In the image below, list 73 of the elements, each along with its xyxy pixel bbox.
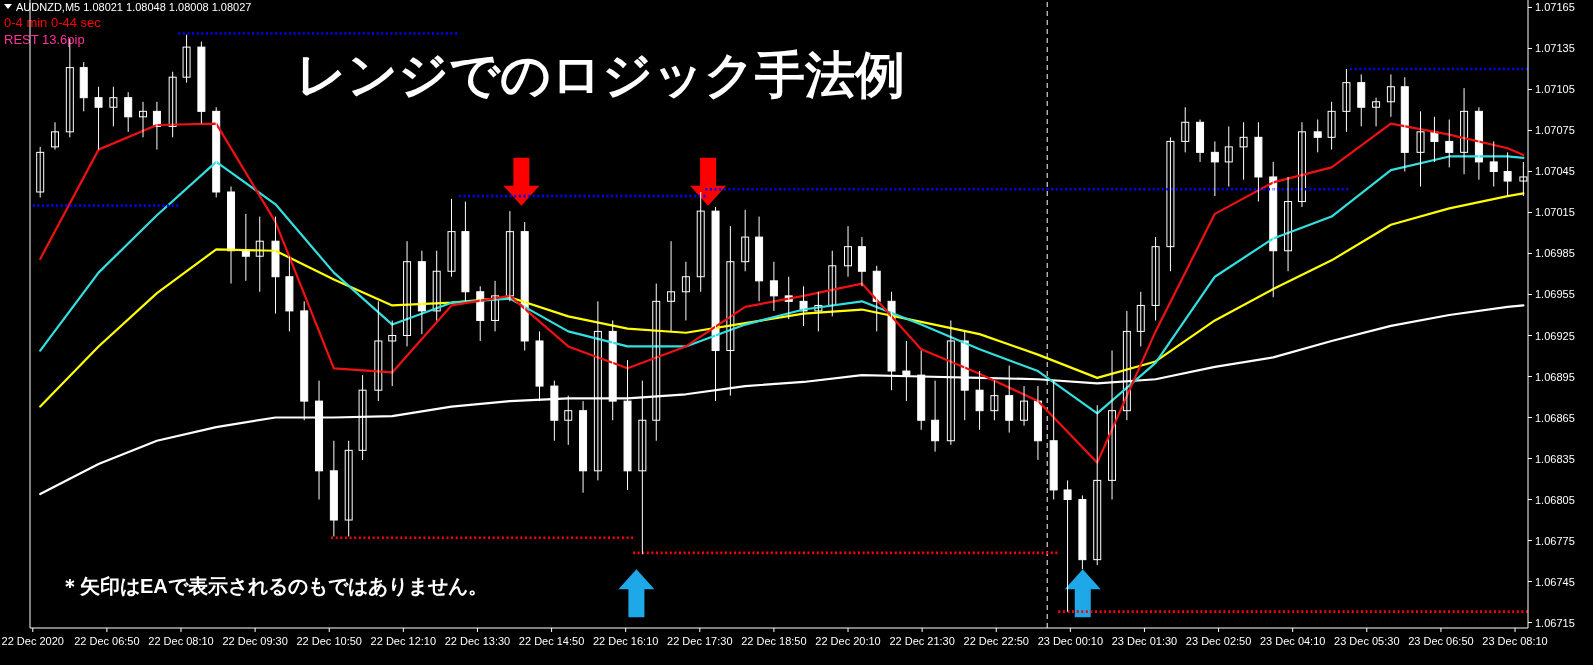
candlestick [1254,121,1263,203]
x-tick-label: 22 Dec 14:50 [518,635,585,647]
line-series [39,192,1525,408]
y-tick-label: 1.06895 [1535,370,1575,383]
candlestick [94,86,103,151]
candlestick [975,370,984,431]
x-tick-label: 23 Dec 00:10 [1037,635,1104,647]
x-tick-label: 22 Dec 06:50 [74,635,140,647]
y-tick-label: 1.06925 [1535,329,1575,342]
candlestick [1503,151,1512,197]
y-tick-label: 1.06745 [1535,575,1575,588]
x-tick-label: 23 Dec 02:50 [1185,635,1252,647]
y-tick-label: 1.07045 [1535,165,1575,178]
candlestick [1416,110,1425,188]
x-tick-label: 22 Dec 17:30 [667,635,733,647]
candlestick [109,86,118,127]
candlestick [197,41,206,125]
candlestick [1166,136,1175,272]
y-tick-label: 1.06775 [1535,534,1575,547]
candlestick [1224,125,1233,188]
y-tick-label: 1.07075 [1535,124,1575,137]
x-tick-label: 23 Dec 01:30 [1111,635,1178,647]
candlestick [1063,479,1072,613]
annotation: REST 13.6pip [4,32,85,47]
candlestick [1239,121,1248,181]
candlestick [1489,140,1498,188]
candlestick [1342,68,1351,133]
x-tick-label: 22 Dec 08:10 [148,635,214,647]
x-tick-label: 22 Dec 20:10 [815,635,881,647]
candlestick [1327,101,1336,151]
annotation: AUDNZD,M5 1.08021 1.08048 1.08008 1.08027 [16,1,252,13]
x-tick-label: 22 Dec 21:30 [889,635,955,647]
x-tick-label: 23 Dec 04:10 [1259,635,1326,647]
candlestick [1313,119,1322,153]
x-tick-label: 22 Dec 18:50 [741,635,807,647]
x-tick-label: 22 Dec 22:50 [963,635,1029,647]
candlestick [447,198,456,278]
y-tick-label: 1.06985 [1535,247,1575,260]
text: レンジでのロジック手法例 [295,47,905,103]
annotation: 0-4 min 0-44 sec [4,15,102,30]
x-tick-label: 22 Dec 16:10 [592,635,659,647]
x-tick-label: 23 Dec 06:50 [1408,635,1474,647]
annotation: ＊矢印はEAで表示されるのもではありません。 [60,575,488,597]
candlestick [623,359,632,491]
x-tick-label: 22 Dec 10:50 [296,635,362,647]
y-tick-label: 1.07105 [1535,83,1575,96]
candlestick [461,201,470,302]
y-tick-label: 1.06835 [1535,452,1575,465]
candlestick [358,374,367,461]
y-tick-label: 1.07135 [1535,42,1575,55]
candlestick [182,34,191,84]
y-tick-label: 1.06715 [1535,616,1575,629]
candlestick [1078,494,1087,570]
candlestick [1151,236,1160,321]
y-tick-label: 1.06865 [1535,411,1575,424]
candlestick [564,395,573,446]
candlestick [990,380,999,421]
y-tick-label: 1.07015 [1535,206,1575,219]
x-tick-label: 22 Dec 12:10 [370,635,437,647]
x-tick-label: 22 Dec 09:30 [222,635,288,647]
candlestick [285,255,294,332]
x-tick-label: 22 Dec 13:30 [444,635,511,647]
line-series [39,155,1525,415]
x-tick-label: 23 Dec 08:10 [1482,635,1548,647]
y-tick-label: 1.07165 [1535,1,1575,14]
y-tick-label: 1.06805 [1535,493,1575,506]
x-tick-label: 23 Dec 05:30 [1334,635,1400,647]
candlestick [902,340,911,402]
candlestick [271,216,280,315]
candlestick [535,330,544,402]
y-tick-label: 1.06955 [1535,288,1575,301]
x-tick-label: 22 Dec 2020 [1,635,64,647]
candlestick [388,319,397,387]
